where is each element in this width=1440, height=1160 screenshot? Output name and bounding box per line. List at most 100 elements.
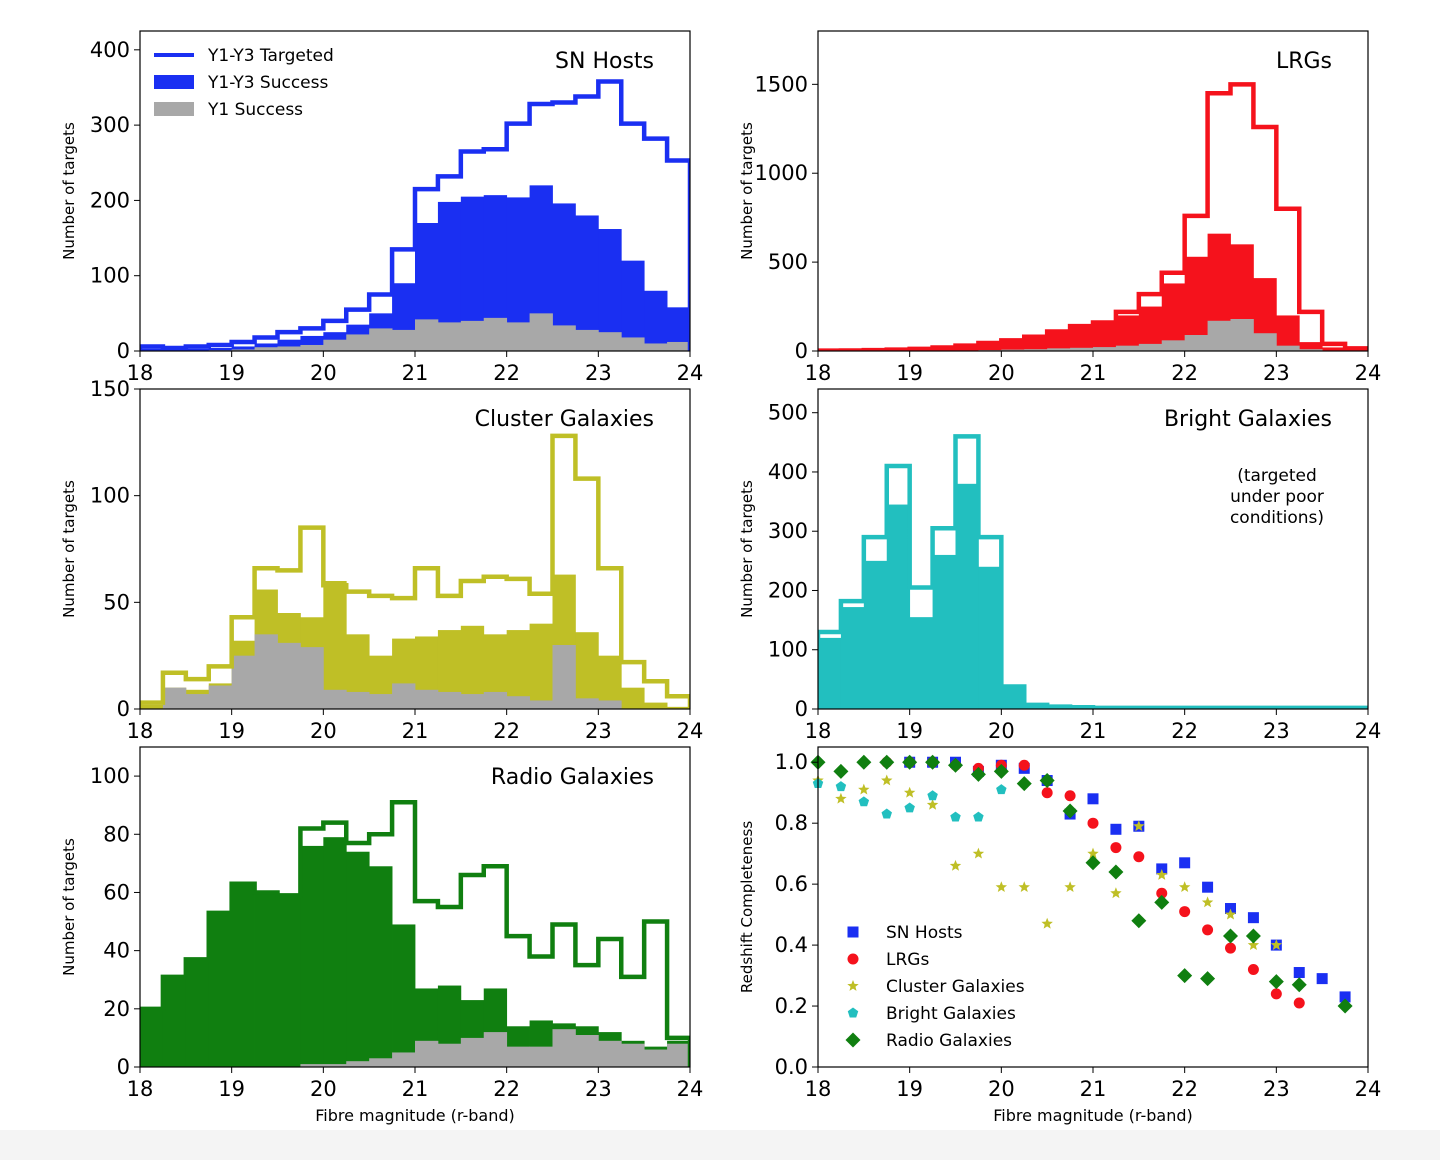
x-tick-label: 18 <box>127 1077 154 1101</box>
y1-success-bar <box>1207 320 1231 351</box>
y-tick-label: 0 <box>117 697 130 721</box>
note-line: (targeted <box>1237 466 1317 486</box>
x-tick-label: 23 <box>585 719 612 743</box>
y1-success-bar <box>300 1064 324 1067</box>
success-bar <box>955 346 979 351</box>
success-bar <box>886 504 911 709</box>
star-point <box>1156 869 1168 880</box>
x-tick-label: 20 <box>310 719 337 743</box>
y-axis-label: Number of targets <box>738 480 756 618</box>
success-bar <box>208 347 233 351</box>
x-axis-label: Fibre magnitude (r-band) <box>315 1106 515 1125</box>
circle-point <box>1202 924 1214 936</box>
y-tick-label: 200 <box>768 578 808 602</box>
star-point <box>1247 939 1260 950</box>
success-bar <box>840 607 865 709</box>
y1-success-bar <box>529 1046 553 1067</box>
circle-point <box>1270 988 1282 1000</box>
star-point <box>1133 820 1145 832</box>
y1-success-bar <box>1184 335 1208 351</box>
diamond-point <box>879 754 895 770</box>
y1-success-bar <box>162 687 187 709</box>
star-point <box>972 847 985 859</box>
x-tick-label: 18 <box>127 719 154 743</box>
legend-label: Bright Galaxies <box>886 1004 1016 1024</box>
success-bar <box>1001 341 1025 351</box>
square-point <box>1225 903 1236 915</box>
x-tick-label: 20 <box>988 1077 1015 1101</box>
y-axis-label: Number of targets <box>60 838 78 976</box>
x-tick-label: 19 <box>896 719 923 743</box>
success-bar <box>598 655 622 709</box>
y1-success-bar <box>392 1052 416 1067</box>
scatter-legend: SN Hosts LRGs Cluster Galaxies Bright Galax… <box>845 923 1025 1051</box>
y-tick-label: 0 <box>795 697 808 721</box>
x-tick-label: 24 <box>677 1077 704 1101</box>
star-point <box>858 783 870 795</box>
success-bar <box>208 912 233 1067</box>
circle-point <box>1064 790 1076 802</box>
y-tick-label: 200 <box>90 188 130 212</box>
y-tick-label: 1000 <box>755 161 808 185</box>
legend-fill-swatch <box>154 75 194 89</box>
success-bar <box>1001 686 1025 709</box>
y-tick-label: 0.2 <box>775 994 808 1018</box>
x-tick-label: 21 <box>402 361 429 385</box>
circle-point <box>1247 963 1259 975</box>
success-bar <box>1115 315 1140 351</box>
y1-success-bar <box>437 322 462 351</box>
success-bar <box>932 554 956 709</box>
y1-success-bar <box>415 319 439 351</box>
x-tick-label: 24 <box>1355 719 1382 743</box>
legend-label: Y1-Y3 Success <box>207 73 328 93</box>
diamond-point <box>1223 928 1238 944</box>
x-tick-label: 22 <box>493 1077 520 1101</box>
success-bar <box>644 290 668 351</box>
x-tick-label: 19 <box>896 1077 923 1101</box>
note-line: conditions) <box>1230 508 1324 528</box>
targeted-step-line <box>140 800 690 1067</box>
y1-success-bar <box>415 689 439 709</box>
y-tick-label: 100 <box>90 484 130 508</box>
panel-title: Radio Galaxies <box>491 765 654 790</box>
success-bar <box>1093 324 1117 351</box>
diamond-point <box>1131 913 1147 929</box>
series-radio-galaxies <box>810 754 1353 1014</box>
diamond-point <box>1108 864 1124 880</box>
y1-success-bar <box>460 1037 485 1067</box>
star-point <box>1110 887 1122 899</box>
y1-success-bar <box>483 1032 508 1067</box>
diamond-point <box>948 757 963 773</box>
y1-success-bar <box>231 349 255 351</box>
success-bar <box>162 976 187 1067</box>
chart-panel-bright-galaxies: 18 19 20 21 22 23 24 0 100 200 300 400 500 Number of … <box>738 388 1382 743</box>
y-axis-label: Number of targets <box>60 122 78 260</box>
diamond-point <box>1154 894 1170 910</box>
success-bar <box>644 702 668 709</box>
x-tick-label: 19 <box>218 719 245 743</box>
success-bar <box>1024 337 1048 351</box>
y1-success-bar <box>231 655 255 709</box>
success-bar <box>909 617 933 709</box>
y-tick-label: 100 <box>768 638 808 662</box>
success-bar <box>575 632 599 709</box>
y1-success-bar <box>460 694 485 709</box>
success-bar <box>1276 315 1300 351</box>
y-tick-label: 300 <box>768 519 808 543</box>
y1-success-bar <box>346 1061 370 1067</box>
y1-success-bar <box>598 332 622 351</box>
legend-label: LRGs <box>886 950 929 970</box>
legend-label: Cluster Galaxies <box>886 977 1025 997</box>
success-bar <box>483 195 508 351</box>
success-bar <box>598 229 622 351</box>
circle-point <box>1110 842 1122 854</box>
circle-point <box>1293 997 1305 1009</box>
y1-success-bar <box>1115 345 1140 351</box>
y1-success-bar <box>369 328 393 351</box>
y-tick-label: 0 <box>117 339 130 363</box>
circle-point <box>1156 887 1168 899</box>
note-line: under poor <box>1230 487 1324 507</box>
y1-success-bar <box>575 698 599 709</box>
diamond-point <box>1268 974 1284 990</box>
